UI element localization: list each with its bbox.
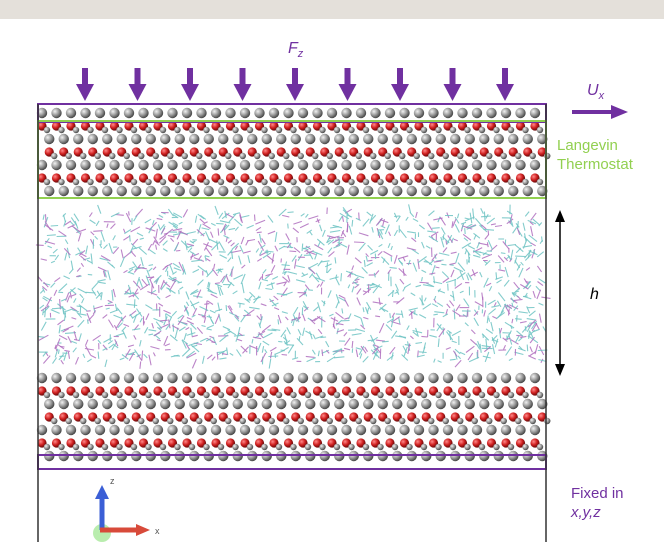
fixed-label-line2: x,y,z <box>571 504 601 521</box>
force-arrow <box>233 68 252 101</box>
lubricant-molecules-layer <box>35 204 551 369</box>
velocity-label: Ux <box>587 82 604 102</box>
force-subscript: z <box>297 48 304 61</box>
gap-label: h <box>590 286 599 303</box>
fixed-label-line1: Fixed in <box>571 485 624 502</box>
velocity-symbol: U <box>587 82 599 99</box>
coordinate-axes <box>93 485 150 542</box>
axis-x-label: x <box>155 526 160 536</box>
force-symbol: F <box>288 40 298 57</box>
thermostat-label: Langevin Thermostat <box>557 136 633 174</box>
force-label: Fz <box>288 40 303 60</box>
force-arrow <box>338 68 357 101</box>
force-arrow <box>181 68 199 101</box>
bottom-oxide-slab <box>36 372 551 462</box>
top-banner <box>0 0 664 19</box>
velocity-subscript: x <box>598 90 605 103</box>
force-arrow <box>391 68 409 101</box>
velocity-arrow <box>572 105 628 119</box>
thermostat-label-line2: Thermostat <box>557 156 633 173</box>
force-arrow <box>496 68 514 101</box>
thermostat-label-line1: Langevin <box>557 137 618 154</box>
fixed-label: Fixed in x,y,z <box>571 484 624 522</box>
force-arrow <box>443 68 462 101</box>
force-arrow <box>128 68 147 101</box>
gap-height-arrow <box>555 210 565 376</box>
top-oxide-slab <box>36 107 551 197</box>
force-arrow <box>76 68 94 101</box>
force-arrow <box>286 68 304 101</box>
axis-z-label: z <box>110 476 115 486</box>
md-simulation-diagram <box>35 68 628 542</box>
applied-force-arrows <box>76 68 514 101</box>
